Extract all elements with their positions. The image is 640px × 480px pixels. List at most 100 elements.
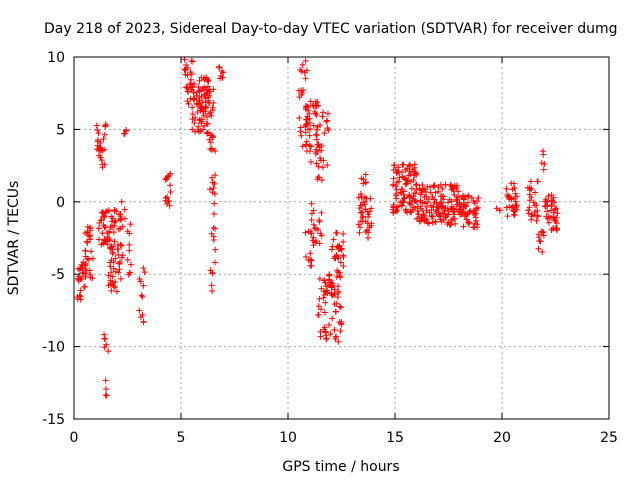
data-point: [93, 146, 100, 153]
data-point: [124, 256, 131, 263]
data-point: [117, 275, 124, 282]
data-point: [335, 283, 342, 290]
data-point: [196, 77, 203, 84]
data-point: [99, 230, 106, 237]
data-point: [335, 288, 342, 295]
data-point: [316, 240, 323, 247]
y-tick-label: 5: [56, 122, 65, 138]
data-point: [140, 265, 147, 272]
data-point: [79, 269, 86, 276]
data-point: [442, 181, 449, 188]
data-point: [204, 130, 211, 137]
data-point: [399, 186, 406, 193]
data-point: [127, 221, 134, 228]
data-point: [545, 193, 552, 200]
data-point: [340, 263, 347, 270]
data-point: [398, 190, 405, 197]
data-point: [449, 216, 456, 223]
data-point: [403, 180, 410, 187]
data-point: [525, 210, 532, 217]
data-point: [117, 216, 124, 223]
data-point: [512, 190, 519, 197]
data-point: [393, 170, 400, 177]
data-point: [308, 262, 315, 269]
data-point: [443, 213, 450, 220]
data-point: [136, 307, 143, 314]
data-point: [527, 178, 534, 185]
data-point: [413, 198, 420, 205]
data-point: [539, 248, 546, 255]
data-point: [183, 84, 190, 91]
data-point: [463, 216, 470, 223]
data-point: [335, 244, 342, 251]
data-point: [109, 249, 116, 256]
data-point: [429, 193, 436, 200]
y-axis-label: SDTVAR / TECUs: [6, 181, 22, 296]
data-points: [74, 56, 561, 399]
data-point: [334, 267, 341, 274]
data-point: [310, 122, 317, 129]
data-point: [103, 341, 110, 348]
data-point: [333, 273, 340, 280]
data-point: [366, 224, 373, 231]
data-point: [162, 197, 169, 204]
data-point: [324, 162, 331, 169]
data-point: [528, 213, 535, 220]
data-point: [538, 160, 545, 167]
data-point: [329, 315, 336, 322]
data-point: [504, 213, 511, 220]
data-point: [209, 133, 216, 140]
data-point: [365, 211, 372, 218]
data-point: [308, 200, 315, 207]
data-point: [89, 275, 96, 282]
data-point: [190, 89, 197, 96]
data-point: [392, 182, 399, 189]
data-point: [413, 182, 420, 189]
data-point: [534, 213, 541, 220]
data-point: [313, 136, 320, 143]
data-point: [302, 57, 309, 64]
data-point: [403, 206, 410, 213]
data-point: [308, 217, 315, 224]
data-point: [197, 107, 204, 114]
data-point: [428, 213, 435, 220]
data-point: [323, 336, 330, 343]
data-point: [395, 164, 402, 171]
data-point: [321, 130, 328, 137]
data-point: [205, 77, 212, 84]
data-point: [365, 234, 372, 241]
data-point: [191, 95, 198, 102]
data-point: [106, 237, 113, 244]
data-point: [438, 204, 445, 211]
data-point: [362, 171, 369, 178]
data-point: [313, 238, 320, 245]
data-point: [390, 162, 397, 169]
data-point: [319, 164, 326, 171]
data-point: [313, 160, 320, 167]
data-point: [304, 103, 311, 110]
data-point: [509, 186, 516, 193]
data-point: [398, 202, 405, 209]
data-point: [411, 164, 418, 171]
data-point: [96, 152, 103, 159]
data-point: [310, 221, 317, 228]
data-point: [78, 275, 85, 282]
data-point: [315, 303, 322, 310]
data-point: [439, 209, 446, 216]
data-point: [77, 296, 84, 303]
data-point: [108, 287, 115, 294]
data-point: [466, 209, 473, 216]
data-point: [100, 135, 107, 142]
data-point: [137, 314, 144, 321]
data-point: [393, 204, 400, 211]
data-point: [102, 377, 109, 384]
data-point: [167, 189, 174, 196]
data-point: [111, 219, 118, 226]
data-point: [138, 292, 145, 299]
data-point: [395, 178, 402, 185]
data-point: [312, 150, 319, 157]
data-point: [219, 74, 226, 81]
data-point: [504, 192, 511, 199]
data-point: [319, 113, 326, 120]
data-point: [208, 230, 215, 237]
